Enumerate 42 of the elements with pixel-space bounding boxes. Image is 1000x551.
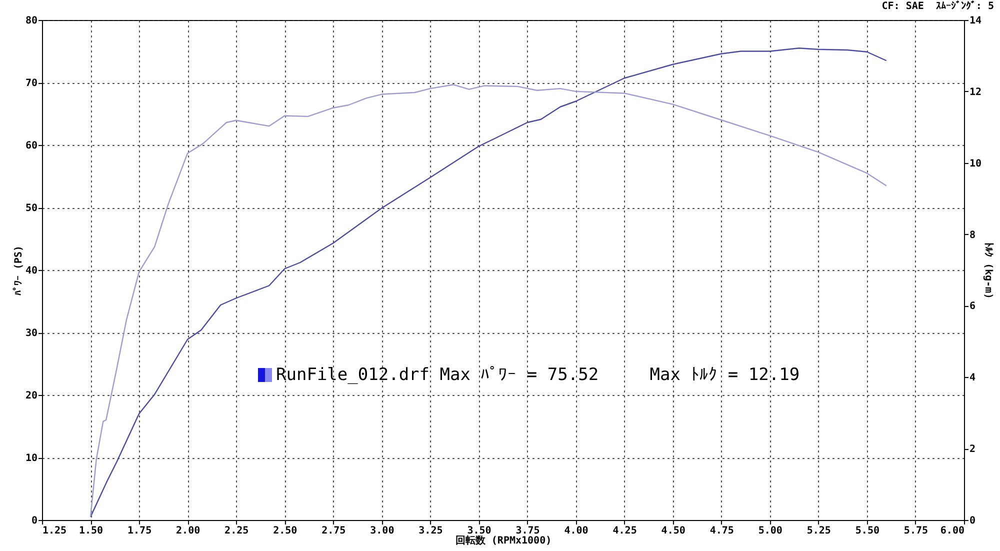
y2-tick-label: 0 — [970, 516, 976, 526]
y-tick-label: 50 — [25, 203, 38, 214]
y-tick-label: 30 — [25, 328, 38, 339]
y-tick-label: 10 — [25, 453, 38, 464]
y-tick-label: 60 — [25, 140, 38, 152]
x-tick-label: 4.25 — [612, 526, 637, 536]
y-axis-title: ﾊﾟﾜｰ (PS) — [12, 245, 24, 296]
y2-axis-title: ﾄﾙｸ (kg-m) — [982, 242, 995, 300]
y-tick-label: 80 — [25, 16, 38, 26]
x-tick-label: 3.00 — [370, 526, 394, 536]
y2-tick-label: 4 — [970, 372, 976, 384]
y2-tick-label: 8 — [970, 230, 976, 241]
x-tick-label: 3.25 — [418, 526, 443, 536]
x-tick-label: 1.75 — [128, 526, 152, 536]
x-axis-title: 回転数 (RPMx1000) — [455, 534, 552, 546]
x-tick-label: 4.50 — [661, 526, 686, 536]
y-tick-label: 20 — [25, 390, 38, 402]
y-tick-label: 0 — [31, 516, 38, 526]
y2-tick-label: 6 — [970, 301, 976, 312]
y-tick-label: 40 — [25, 266, 38, 276]
x-tick-label: 5.25 — [806, 526, 831, 536]
x-tick-label: 4.75 — [710, 526, 734, 536]
y2-tick-label: 2 — [970, 444, 976, 456]
text: CF: SAE ｽﾑｰｼﾞﾝｸﾞ: 5 — [882, 0, 994, 12]
x-tick-label: 6.00 — [940, 526, 964, 536]
x-tick-label: 5.50 — [855, 526, 880, 536]
x-tick-label: 1.50 — [78, 526, 104, 536]
x-tick-label: 2.75 — [322, 526, 346, 536]
x-tick-label: 5.00 — [758, 526, 782, 536]
x-tick-label: 2.25 — [224, 526, 249, 536]
y-tick-label: 70 — [25, 78, 38, 89]
x-tick-label: 2.50 — [273, 526, 298, 536]
annotation: RunFile_012.drf Max ﾊﾟﾜｰ = 75.52 Max ﾄﾙｸ = 12.19 — [276, 365, 800, 385]
x-tick-label: 3.75 — [516, 526, 540, 536]
x-tick-label: 2.00 — [176, 526, 200, 536]
x-tick-label: 1.25 — [42, 526, 67, 536]
y2-tick-label: 14 — [970, 16, 982, 26]
y2-tick-label: 10 — [970, 158, 982, 170]
y2-tick-label: 12 — [970, 86, 982, 98]
x-tick-label: 4.00 — [564, 526, 588, 536]
x-tick-label: 5.75 — [904, 526, 928, 536]
x-tick-label: 3.50 — [467, 526, 492, 536]
